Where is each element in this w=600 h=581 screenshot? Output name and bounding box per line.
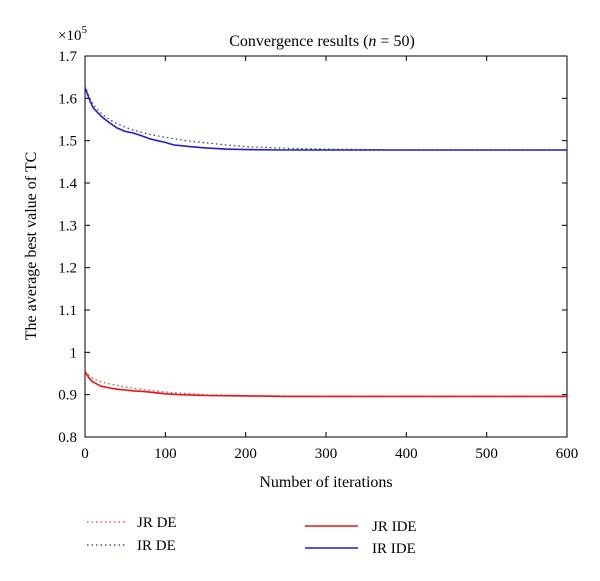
x-tick-label: 200: [234, 446, 257, 462]
y-tick-label: 1.7: [58, 49, 77, 65]
series-line-ir-ide: [85, 88, 567, 150]
x-tick-label: 600: [556, 446, 579, 462]
y-tick-label: 0.9: [58, 388, 77, 404]
y-tick-label: 0.8: [58, 430, 77, 446]
x-tick-label: 300: [315, 446, 338, 462]
y-tick-label: 1.3: [58, 218, 77, 234]
x-tick-label: 400: [395, 446, 418, 462]
x-tick-labels: 0 100 200 300 400 500 600: [81, 446, 578, 462]
y-tick-label: 1.5: [58, 134, 77, 150]
x-tick-label: 500: [475, 446, 498, 462]
plot-frame: [85, 56, 567, 437]
legend-entry-ir-ide: IR IDE: [305, 541, 416, 557]
legend: JR DE IR DE JR IDE IR IDE: [87, 515, 417, 557]
legend-label-ir-ide: IR IDE: [372, 541, 416, 557]
legend-entry-ir-de: IR DE: [87, 538, 176, 554]
y-axis-multiplier: ×105: [58, 24, 87, 44]
y-tick-label: 1: [70, 345, 78, 361]
legend-entry-jr-ide: JR IDE: [305, 519, 417, 535]
y-tick-label: 1.1: [58, 303, 77, 319]
series-lines: [85, 86, 567, 397]
chart-title: Convergence results (n = 50): [229, 33, 415, 50]
legend-label-jr-ide: JR IDE: [372, 519, 417, 535]
y-tick-label: 1.2: [58, 261, 77, 277]
x-axis-label: Number of iterations: [259, 474, 392, 491]
axis-ticks: [85, 56, 567, 437]
x-tick-label: 100: [154, 446, 177, 462]
y-axis-label: The average best value of TC: [23, 152, 40, 341]
y-tick-label: 1.6: [58, 91, 77, 107]
y-tick-labels: 0.8 0.9 1 1.1 1.2 1.3 1.4 1.5 1.6 1.7: [58, 49, 77, 446]
legend-label-ir-de: IR DE: [137, 538, 176, 554]
series-line-jr-ide: [85, 371, 567, 396]
y-tick-label: 1.4: [58, 176, 77, 192]
legend-entry-jr-de: JR DE: [87, 515, 177, 531]
x-tick-label: 0: [81, 446, 89, 462]
legend-label-jr-de: JR DE: [137, 515, 177, 531]
